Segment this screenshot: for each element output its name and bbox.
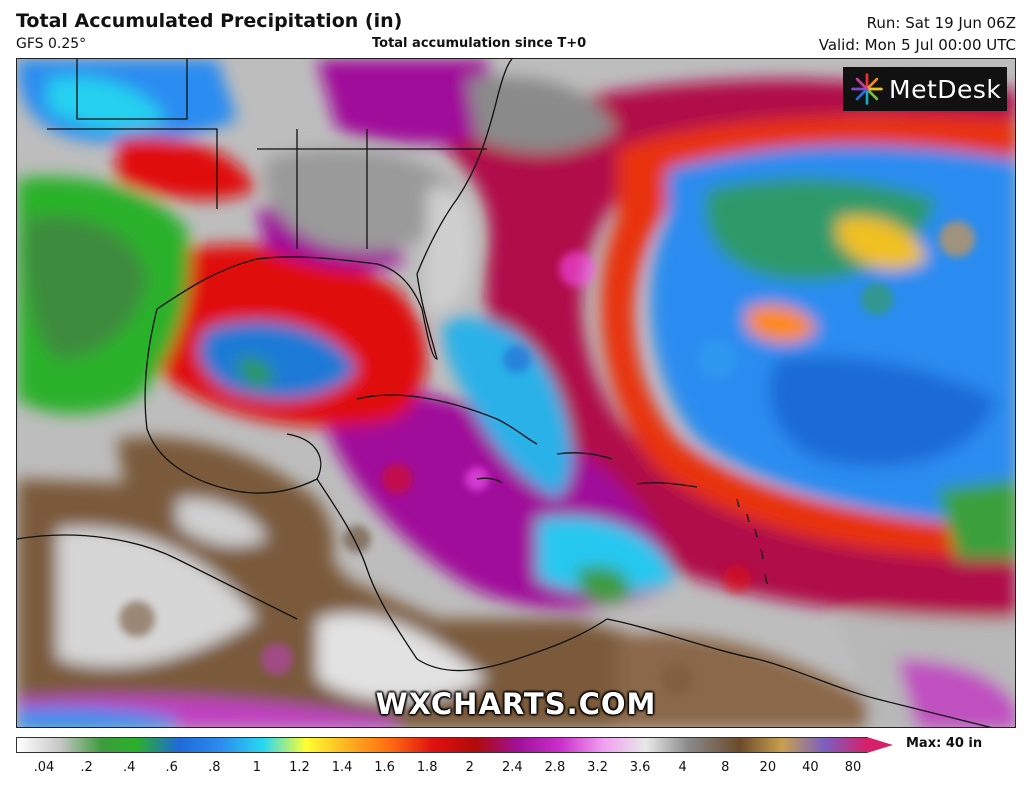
model-label: GFS 0.25° — [16, 36, 87, 52]
colorbar-tick-label: .2 — [80, 760, 93, 775]
colorbar-tick-label: 2.4 — [502, 760, 523, 775]
map-canvas — [17, 59, 1015, 727]
precipitation-map: MetDesk WXCHARTS.COM — [16, 58, 1016, 728]
colorbar-tick-label: 20 — [759, 760, 777, 775]
coastlines — [17, 59, 992, 727]
colorbar-tick-label: 1.2 — [289, 760, 310, 775]
watermark: WXCHARTS.COM — [375, 687, 657, 721]
precip-texture — [119, 221, 975, 695]
colorbar-tick-label: .04 — [33, 760, 55, 775]
metdesk-burst-icon — [851, 73, 883, 105]
colorbar-max-arrow — [867, 737, 893, 753]
colorbar — [16, 737, 868, 753]
metdesk-logo: MetDesk — [843, 67, 1007, 111]
colorbar-tick-label: .6 — [165, 760, 178, 775]
valid-time: Valid: Mon 5 Jul 00:00 UTC — [818, 36, 1016, 54]
colorbar-max-label: Max: 40 in — [906, 736, 983, 751]
colorbar-tick-label: 3.6 — [629, 760, 651, 775]
colorbar-tick-label: .4 — [122, 760, 136, 775]
colorbar-tick-label: 2 — [465, 760, 474, 775]
colorbar-tick-label: 80 — [844, 760, 862, 775]
colorbar-ticks: .04 .2 .4 .6 .8 1 1.2 1.4 1.6 1.8 2 2.4 2.8 3.2 3.6 4 8 2… — [0, 760, 1024, 780]
colorbar-tick-label: 4 — [678, 760, 687, 775]
precip-field — [17, 59, 1015, 727]
chart-title: Total Accumulated Precipitation (in) — [16, 10, 403, 32]
colorbar-tick-label: 8 — [721, 760, 730, 775]
colorbar-tick-label: 1.8 — [416, 760, 438, 775]
colorbar-tick-label: .8 — [208, 760, 221, 775]
logo-text: MetDesk — [889, 74, 1002, 104]
chart-subtitle: Total accumulation since T+0 — [372, 36, 587, 51]
colorbar-tick-label: 3.2 — [587, 760, 608, 775]
run-time: Run: Sat 19 Jun 06Z — [866, 14, 1016, 32]
colorbar-tick-label: 1 — [252, 760, 262, 775]
colorbar-tick-label: 40 — [802, 760, 819, 775]
colorbar-tick-label: 2.8 — [544, 760, 566, 775]
colorbar-tick-label: 1.6 — [374, 760, 395, 775]
colorbar-tick-label: 1.4 — [331, 760, 353, 775]
